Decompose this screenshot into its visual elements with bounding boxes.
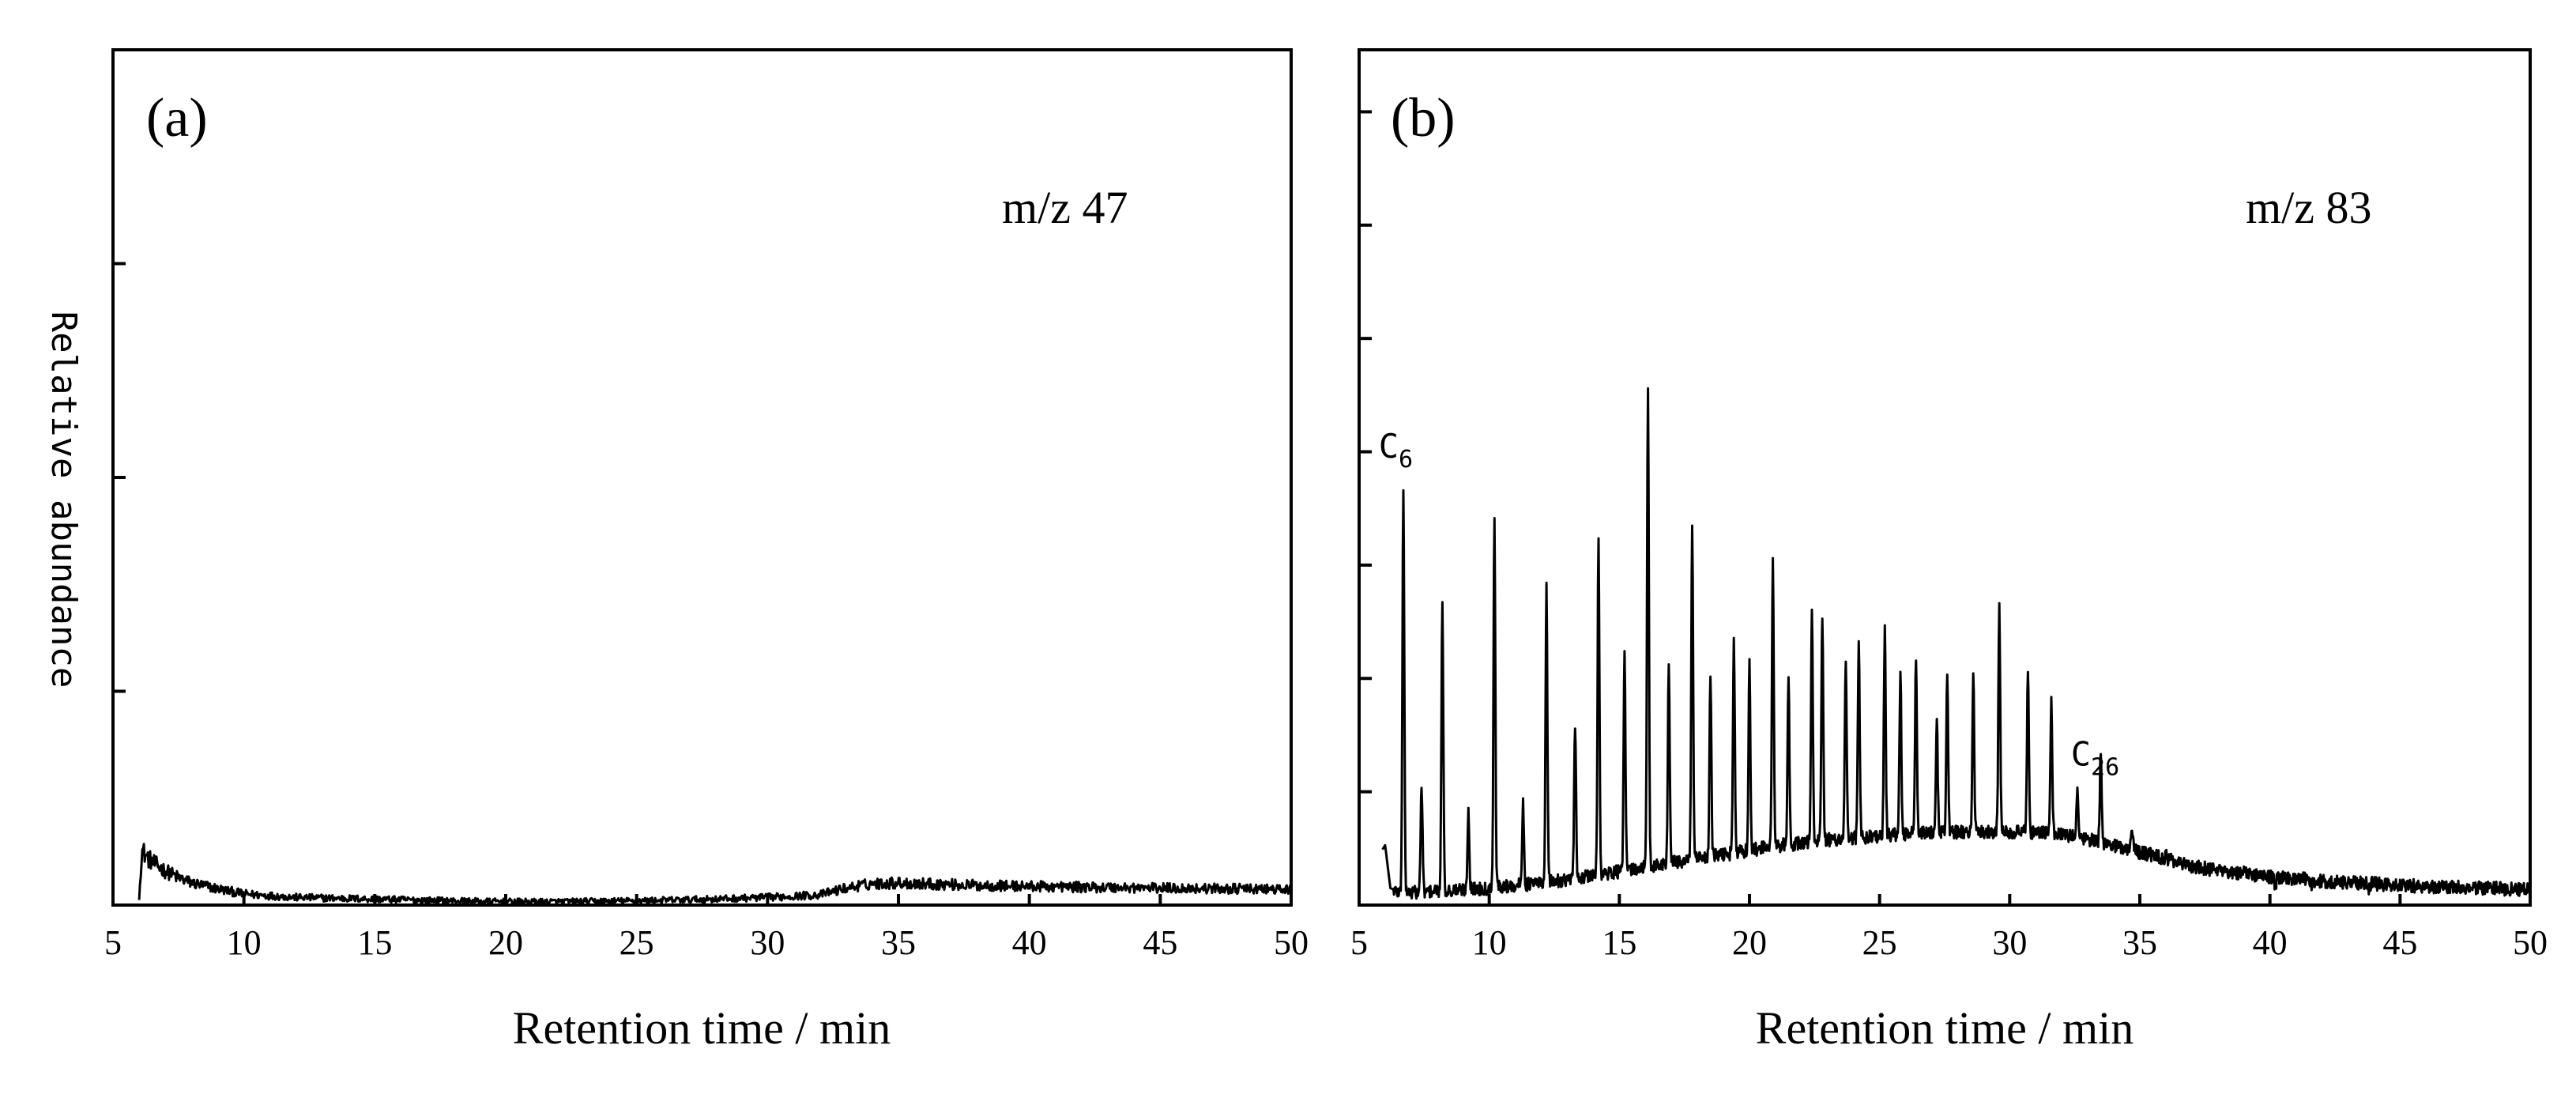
panel-a-x-tick-label: 45 xyxy=(1143,923,1177,962)
panel-b-frame xyxy=(1358,48,2532,907)
panel-b: 5 10 15 20 25 30 35 40 45 50 (b) m/z 83 Retention… xyxy=(1350,48,2548,1054)
panel-b-trace xyxy=(1381,387,2532,900)
panel-a-x-tick-label: 30 xyxy=(750,923,785,962)
panel-a-x-tick-label: 50 xyxy=(1274,923,1309,962)
panel-b-peak-label-subscript: 26 xyxy=(2091,754,2119,782)
panel-b-mz-label: m/z 83 xyxy=(2246,182,2371,233)
panel-a-x-ticks: 5 10 15 20 25 30 35 40 45 50 xyxy=(104,894,1309,962)
panel-a-trace xyxy=(137,843,1292,906)
panel-b-peak-label-subscript: 6 xyxy=(1399,446,1413,473)
panel-b-x-tick-label: 50 xyxy=(2513,923,2548,962)
panel-b-x-ticks: 5 10 15 20 25 30 35 40 45 50 xyxy=(1350,894,2548,962)
panel-b-x-tick-label: 10 xyxy=(1472,923,1507,962)
panel-b-x-tick-label: 40 xyxy=(2253,923,2288,962)
panel-b-y-ticks xyxy=(1359,110,1372,794)
panel-b-x-tick-label: 20 xyxy=(1732,923,1767,962)
panel-b-x-tick-label: 30 xyxy=(1992,923,2027,962)
panel-b-peak-label-main: C xyxy=(2071,735,2091,774)
panel-a-x-tick-label: 25 xyxy=(620,923,654,962)
panel-b-peak-label-main: C xyxy=(1379,427,1399,466)
panel-a-y-ticks xyxy=(113,262,126,693)
panel-b-x-tick-label: 15 xyxy=(1602,923,1636,962)
panel-b-x-axis-title: Retention time / min xyxy=(1756,1002,2133,1054)
panel-b-x-tick-label: 5 xyxy=(1350,923,1368,962)
panel-b-x-tick-label: 35 xyxy=(2122,923,2157,962)
panel-b-x-tick-label: 45 xyxy=(2382,923,2417,962)
panel-a-mz-label: m/z 47 xyxy=(1002,182,1128,233)
panel-a-x-tick-label: 20 xyxy=(488,923,523,962)
panel-b-label: (b) xyxy=(1391,88,1456,149)
y-axis-label: Relative abundance xyxy=(43,311,84,688)
panel-b-peak-label: C26 xyxy=(2071,735,2119,782)
panel-a-x-tick-label: 10 xyxy=(227,923,262,962)
panel-b-peak-label: C6 xyxy=(1379,427,1413,473)
panel-a-label: (a) xyxy=(146,88,208,149)
panel-a-x-tick-label: 35 xyxy=(881,923,916,962)
panel-a-x-axis-title: Retention time / min xyxy=(513,1002,891,1054)
panel-a-x-tick-label: 5 xyxy=(104,923,122,962)
panel-a-x-tick-label: 15 xyxy=(357,923,392,962)
panel-a-x-tick-label: 40 xyxy=(1012,923,1047,962)
panel-a: 5 10 15 20 25 30 35 40 45 50 (a) m/z 47 Retention… xyxy=(104,48,1309,1054)
panel-b-x-tick-label: 25 xyxy=(1862,923,1897,962)
